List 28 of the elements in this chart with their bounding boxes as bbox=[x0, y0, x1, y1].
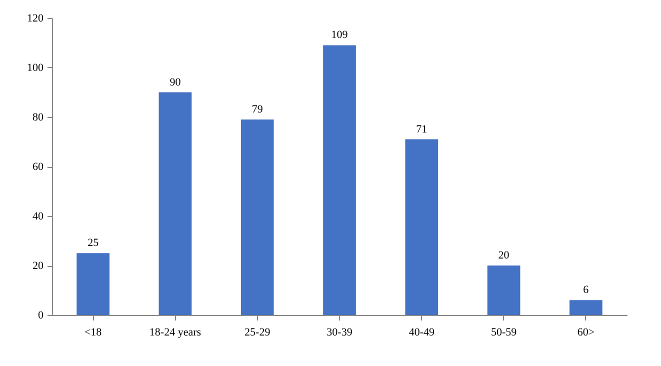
data-label: 79 bbox=[252, 103, 264, 116]
x-tick-label: 50-59 bbox=[490, 326, 518, 338]
x-tick-label: 30-39 bbox=[326, 326, 353, 338]
bar bbox=[405, 139, 438, 315]
bar bbox=[76, 253, 110, 315]
y-tick-label: 120 bbox=[27, 12, 44, 24]
y-tick-label: 0 bbox=[38, 310, 44, 322]
y-tick-label: 100 bbox=[27, 62, 44, 74]
bar bbox=[487, 266, 520, 315]
x-tick-label: 25-29 bbox=[244, 326, 271, 338]
y-tick-label: 80 bbox=[32, 112, 44, 124]
x-tick-label: <18 bbox=[84, 326, 102, 338]
y-tick-label: 20 bbox=[32, 260, 44, 272]
x-tick-label: 18-24 years bbox=[149, 326, 202, 338]
data-label: 25 bbox=[88, 237, 100, 250]
data-label: 20 bbox=[498, 250, 510, 262]
data-label: 6 bbox=[583, 284, 590, 296]
bar bbox=[570, 300, 602, 315]
data-label: 90 bbox=[170, 76, 182, 88]
bar bbox=[323, 45, 356, 315]
x-tick-label: 60> bbox=[577, 326, 595, 338]
bar bbox=[158, 92, 192, 315]
bar bbox=[240, 119, 274, 315]
x-tick-label: 40-49 bbox=[408, 326, 435, 338]
data-label: 71 bbox=[416, 123, 428, 136]
y-tick-label: 40 bbox=[32, 210, 44, 222]
y-tick-label: 60 bbox=[32, 161, 44, 173]
data-label: 109 bbox=[331, 29, 348, 42]
